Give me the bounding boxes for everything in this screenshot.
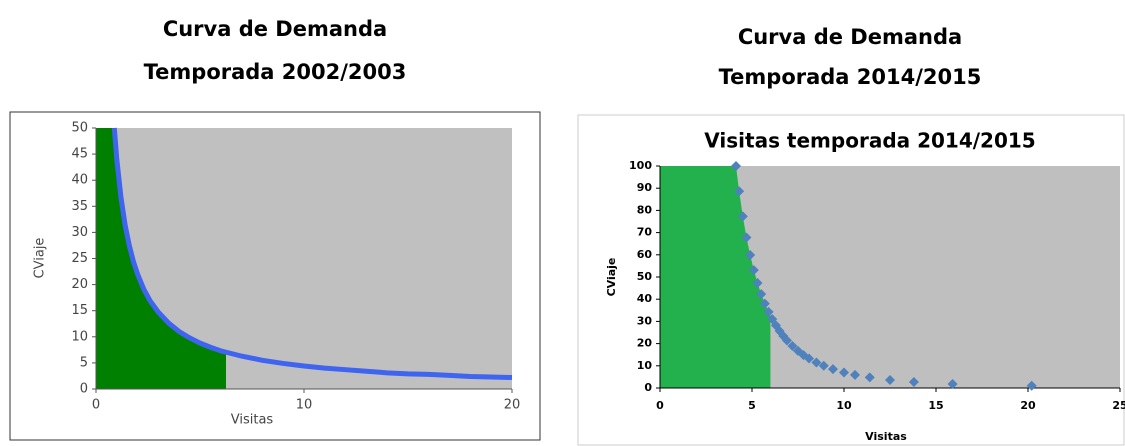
y-tick-label: 25 <box>71 251 88 266</box>
y-tick-label: 15 <box>71 303 88 318</box>
x-tick-label: 10 <box>296 398 313 413</box>
point <box>839 367 849 378</box>
shaded-area <box>660 166 771 388</box>
y-tick-label: 20 <box>71 277 88 292</box>
y-tick-label: 100 <box>629 159 652 172</box>
point <box>745 250 756 261</box>
point <box>1026 380 1037 391</box>
y-tick-label: 30 <box>71 225 88 240</box>
point <box>811 357 822 368</box>
x-tick-label: 25 <box>1112 399 1125 412</box>
point <box>748 265 759 276</box>
y-tick-label: 5 <box>80 355 88 370</box>
point <box>737 211 748 222</box>
point <box>781 335 792 346</box>
x-tick-label: 10 <box>836 399 852 412</box>
y-tick-label: 20 <box>637 337 653 350</box>
point <box>756 289 767 300</box>
y-tick-label: 45 <box>71 147 88 162</box>
point <box>804 353 815 364</box>
x-tick-label: 0 <box>656 399 664 412</box>
point <box>730 161 741 171</box>
y-tick-label: 80 <box>637 203 653 216</box>
heading: Curva de Demanda <box>163 17 387 41</box>
y-tick-label: 70 <box>637 226 653 239</box>
point <box>827 364 838 375</box>
y-tick-label: 50 <box>637 270 653 283</box>
x-axis-label: Visitas <box>231 413 274 428</box>
x-tick-label: 0 <box>92 398 100 413</box>
x-tick-label: 15 <box>928 399 943 412</box>
demand-line <box>111 127 513 381</box>
point <box>752 277 763 288</box>
chart-title: Visitas temporada 2014/2015 <box>704 129 1035 153</box>
point <box>850 369 861 380</box>
point <box>908 377 919 388</box>
x-tick-label: 20 <box>504 398 521 413</box>
y-tick-label: 30 <box>637 314 653 327</box>
heading: Temporada 2002/2003 <box>144 60 407 84</box>
y-tick-label: 10 <box>637 359 653 372</box>
point <box>787 341 798 352</box>
point <box>885 375 895 386</box>
point <box>947 379 958 390</box>
y-axis-label: CViaje <box>605 258 618 297</box>
point <box>763 306 774 317</box>
x-axis-label: Visitas <box>865 430 907 443</box>
y-axis-label: CViaje <box>33 238 48 279</box>
point <box>759 298 770 309</box>
point <box>741 232 752 243</box>
y-tick-label: 40 <box>637 292 653 305</box>
point <box>818 360 829 371</box>
y-tick-label: 10 <box>71 329 88 344</box>
y-tick-label: 35 <box>71 199 88 214</box>
y-tick-label: 90 <box>637 181 653 194</box>
heading: Temporada 2014/2015 <box>719 65 982 89</box>
shaded-area <box>96 128 226 389</box>
x-tick-label: 20 <box>1020 399 1036 412</box>
x-tick-label: 5 <box>748 399 756 412</box>
y-tick-label: 60 <box>637 248 653 261</box>
y-tick-label: 0 <box>644 381 652 394</box>
point <box>864 372 875 383</box>
point <box>734 186 745 197</box>
heading: Curva de Demanda <box>738 25 962 49</box>
y-tick-label: 0 <box>80 382 88 397</box>
y-tick-label: 40 <box>71 173 88 188</box>
y-tick-label: 50 <box>71 121 88 136</box>
